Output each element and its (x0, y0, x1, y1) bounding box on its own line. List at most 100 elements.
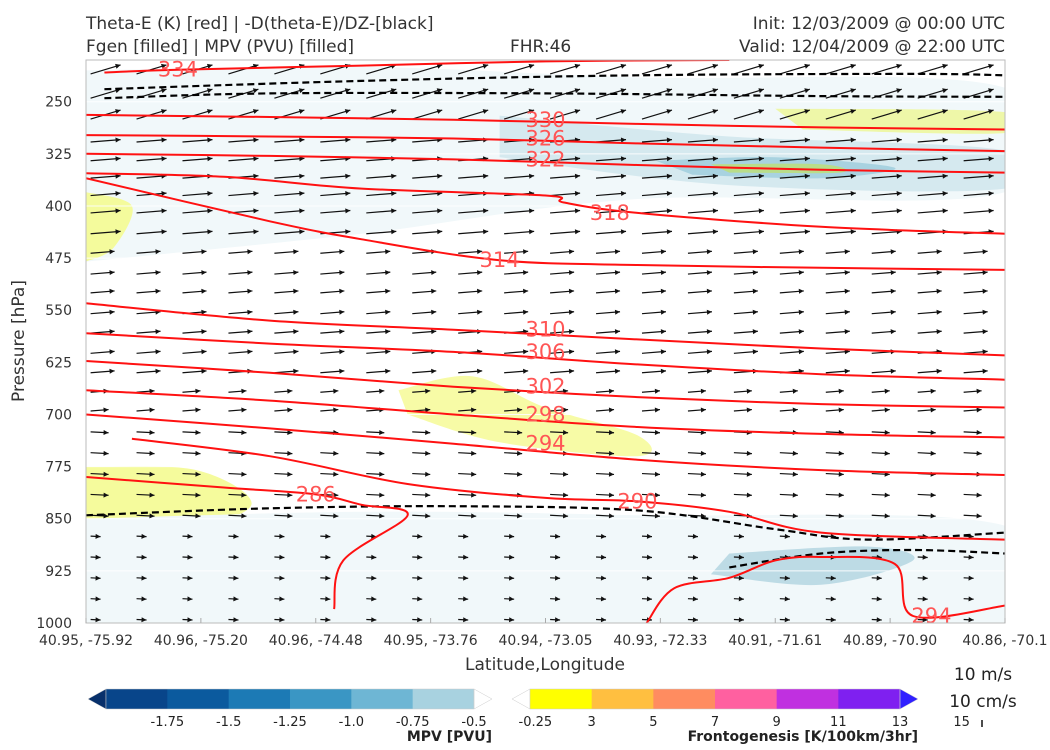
wind-vector-4-14 (733, 157, 764, 162)
wind-arrowhead-18-2 (195, 430, 201, 435)
wind-arrowhead-12-3 (247, 309, 253, 315)
wind-arrowhead-27-15 (784, 617, 790, 623)
wind-arrowhead-24-6 (371, 554, 377, 560)
wind-vector-6-13 (687, 192, 718, 197)
y-tick-label-4: 550 (45, 303, 72, 319)
wind-arrowhead-5-15 (804, 173, 810, 179)
wind-arrowhead-20-9 (517, 471, 523, 477)
wind-arrowhead-25-3 (233, 575, 239, 581)
wind-arrowhead-12-6 (385, 309, 391, 315)
wind-arrowhead-7-0 (115, 208, 121, 214)
wind-arrowhead-10-5 (339, 270, 345, 275)
wind-arrowhead-0-13 (712, 63, 718, 69)
wind-arrowhead-14-14 (752, 349, 758, 355)
wind-arrowhead-9-12 (660, 249, 666, 255)
y-tick-label-8: 850 (45, 512, 72, 528)
wind-arrowhead-18-7 (425, 430, 431, 435)
wind-arrowhead-18-13 (700, 430, 706, 435)
wind-arrowhead-16-4 (287, 388, 293, 394)
wind-arrowhead-7-15 (804, 208, 810, 214)
wind-arrowhead-4-12 (666, 156, 672, 162)
wind-arrowhead-27-1 (141, 617, 147, 623)
wind-arrowhead-11-17 (890, 288, 896, 294)
wind-vector-2-12 (641, 109, 673, 120)
mpv-fill-lower-2 (710, 546, 915, 586)
title-line-2: Fgen [filled] | MPV (PVU) [filled] (86, 37, 355, 57)
wind-arrowhead-8-5 (345, 229, 351, 235)
wind-arrowhead-16-3 (241, 388, 247, 394)
theta-e-contour-318-4 (86, 172, 1005, 235)
wind-arrowhead-16-6 (379, 388, 385, 394)
colorbar-0-frame (105, 688, 475, 710)
wind-arrowhead-7-8 (483, 208, 489, 214)
colorbar-0-tick-4: -0.75 (396, 715, 430, 730)
theta-e-label-290-11: 290 (617, 489, 657, 513)
wind-vector-5-7 (412, 175, 443, 179)
wind-arrowhead-13-12 (660, 329, 666, 335)
wind-arrowhead-19-16 (838, 450, 844, 456)
wind-arrowhead-26-9 (509, 596, 515, 602)
wind-arrowhead-20-12 (654, 471, 660, 477)
wind-vector-3-16 (825, 139, 856, 143)
wind-arrowhead-10-6 (385, 270, 391, 275)
wind-vector-8-17 (871, 230, 902, 235)
wind-arrowhead-6-11 (620, 191, 626, 196)
wind-arrowhead-6-0 (115, 191, 121, 196)
wind-vector-4-10 (550, 157, 581, 162)
wind-arrowhead-0-12 (666, 63, 672, 69)
colorbar-1-tick-6: 15 (953, 715, 970, 730)
colorbar-0-tick-5: -0.5 (461, 715, 486, 730)
wind-arrowhead-19-8 (471, 450, 477, 456)
wind-arrowhead-13-17 (890, 329, 896, 335)
y-tick-label-6: 700 (45, 407, 72, 423)
wind-arrowhead-26-13 (692, 596, 698, 602)
wind-arrowhead-23-8 (463, 533, 469, 539)
x-axis-ticks: 40.95, -75.92 40.96, -75.20 40.96, -74.48 4… (39, 618, 1048, 649)
wind-arrowhead-9-9 (523, 249, 529, 255)
wind-arrowhead-11-13 (706, 288, 712, 294)
wind-vector-3-18 (917, 139, 948, 143)
wind-arrowhead-2-15 (804, 109, 810, 114)
wind-arrowhead-5-7 (437, 173, 443, 179)
wind-vector-8-2 (182, 230, 213, 235)
wind-arrowhead-4-16 (850, 156, 856, 162)
wind-arrowhead-8-15 (804, 229, 810, 235)
wind-arrowhead-2-3 (252, 109, 259, 114)
wind-arrowhead-1-18 (942, 88, 948, 94)
wind-arrowhead-22-4 (287, 513, 293, 519)
wind-vector-3-12 (641, 139, 673, 143)
wind-arrowhead-24-8 (463, 554, 469, 560)
wind-arrowhead-21-7 (425, 492, 431, 498)
wind-vector-0-17 (871, 64, 902, 75)
wind-arrowhead-11-9 (523, 288, 529, 294)
wind-arrowhead-18-8 (471, 430, 477, 435)
wind-vector-8-6 (366, 230, 397, 235)
wind-arrowhead-17-1 (149, 407, 155, 413)
wind-arrowhead-8-3 (253, 229, 259, 235)
wind-arrowhead-21-10 (563, 492, 569, 498)
wind-vector-7-4 (274, 209, 305, 214)
wind-vector-6-6 (366, 192, 397, 197)
wind-arrowhead-9-11 (614, 249, 620, 255)
wind-vector-8-9 (504, 230, 535, 235)
wind-arrowhead-7-17 (896, 208, 902, 214)
wind-scale-vertical: 10 cm/s (949, 692, 1017, 712)
wind-arrowhead-14-19 (982, 349, 988, 355)
wind-arrowhead-11-18 (936, 288, 942, 294)
colorbar-0-segment-4 (290, 689, 352, 709)
wind-arrowhead-5-0 (115, 173, 121, 179)
wind-arrowhead-21-13 (700, 492, 706, 498)
wind-arrowhead-6-19 (988, 191, 994, 196)
wind-arrowhead-8-4 (299, 229, 305, 235)
wind-arrowhead-0-15 (804, 63, 810, 69)
wind-arrowhead-21-19 (976, 492, 982, 498)
wind-arrowhead-10-3 (247, 270, 253, 275)
colorbar-0-segment-2 (167, 689, 230, 709)
wind-arrowhead-8-14 (758, 229, 764, 235)
y-tick-label-7: 775 (45, 460, 72, 476)
wind-arrowhead-5-12 (666, 173, 672, 179)
wind-arrowhead-11-7 (431, 288, 437, 294)
wind-arrowhead-1-9 (528, 88, 535, 94)
wind-arrowhead-3-15 (804, 137, 810, 143)
wind-arrowhead-18-9 (517, 430, 523, 435)
